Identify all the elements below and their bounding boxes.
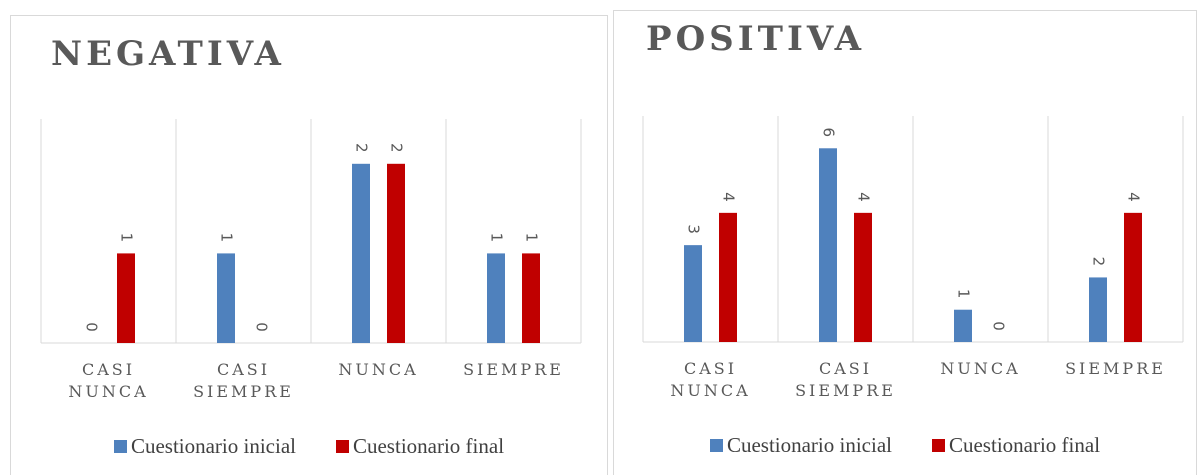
x-tick-label: CASI SIEMPRE — [193, 360, 294, 401]
legend-item: Cuestionario final — [931, 433, 1101, 458]
bar — [487, 253, 505, 343]
legend-swatch — [709, 439, 723, 452]
data-label: 4 — [720, 192, 738, 202]
bar — [1089, 277, 1107, 342]
legend-swatch — [931, 439, 945, 452]
x-tick-label: CASI NUNCA — [68, 360, 149, 401]
data-label: 4 — [1125, 192, 1143, 202]
x-tick-label: NUNCA — [338, 360, 419, 379]
data-label: 6 — [820, 128, 838, 138]
data-label: 0 — [990, 321, 1008, 331]
bar — [954, 309, 972, 342]
x-tick-label: CASI SIEMPRE — [795, 359, 896, 400]
chart-panel: 0 1 1 0 2 2 1 1 NEGATIVA CASI NUNCA CASI SIEMPRE NU… — [10, 15, 608, 475]
data-label: 2 — [388, 143, 406, 153]
data-label: 0 — [83, 322, 101, 332]
legend-item: Cuestionario inicial — [709, 433, 892, 458]
data-label: 1 — [955, 289, 973, 299]
data-label: 2 — [1090, 257, 1108, 267]
data-label: 1 — [118, 233, 136, 243]
bar — [854, 212, 872, 342]
chart: 3 4 6 4 1 0 2 4 — [642, 116, 1184, 343]
chart-title: NEGATIVA — [51, 34, 285, 74]
legend-label: Cuestionario inicial — [726, 433, 892, 457]
legend: Cuestionario inicial Cuestionario final — [614, 433, 1196, 458]
chart-panel: 3 4 6 4 1 0 2 4 POSITIVA CASI NUNCA CASI SIEMPRE NU… — [613, 10, 1197, 475]
chart: 0 1 1 0 2 2 1 1 — [40, 119, 582, 344]
x-tick-label: SIEMPRE — [463, 360, 564, 379]
data-label: 2 — [353, 143, 371, 153]
bar — [117, 253, 135, 343]
bar — [719, 212, 737, 342]
legend-label: Cuestionario final — [948, 433, 1101, 457]
data-label: 4 — [855, 192, 873, 202]
legend-label: Cuestionario inicial — [130, 434, 296, 458]
data-label: 1 — [218, 233, 236, 243]
bar — [387, 163, 405, 343]
legend: Cuestionario inicial Cuestionario final — [11, 434, 607, 459]
bar — [684, 245, 702, 342]
data-label: 1 — [523, 233, 541, 243]
legend-item: Cuestionario final — [335, 434, 505, 459]
legend-label: Cuestionario final — [352, 434, 505, 458]
legend-swatch — [113, 440, 127, 453]
chart-title: POSITIVA — [646, 19, 865, 59]
bar — [217, 253, 235, 343]
x-tick-label: NUNCA — [940, 359, 1021, 378]
data-label: 0 — [253, 322, 271, 332]
x-tick-label: SIEMPRE — [1065, 359, 1166, 378]
legend-swatch — [335, 440, 349, 453]
data-label: 1 — [488, 233, 506, 243]
bar — [352, 163, 370, 343]
legend-item: Cuestionario inicial — [113, 434, 296, 459]
data-label: 3 — [685, 224, 703, 234]
x-tick-label: CASI NUNCA — [670, 359, 751, 400]
bar — [1124, 212, 1142, 342]
bar — [819, 148, 837, 342]
bar — [522, 253, 540, 343]
